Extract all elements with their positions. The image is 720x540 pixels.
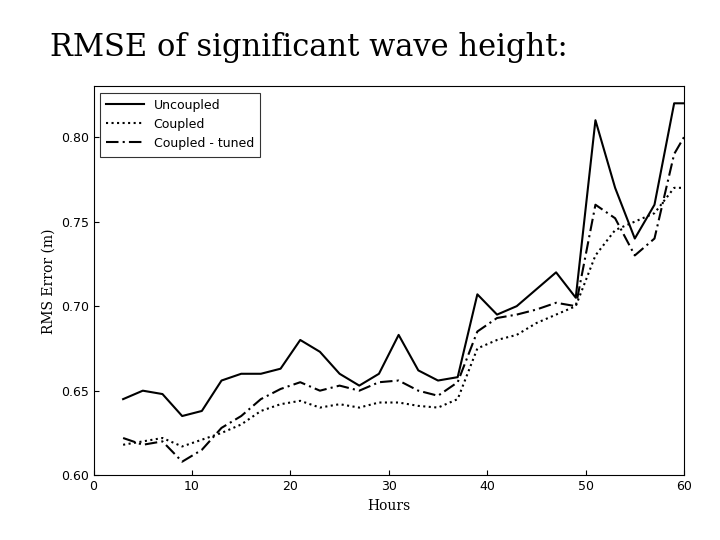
Coupled bbox=[178, 443, 186, 450]
Uncoupled bbox=[591, 117, 600, 124]
Uncoupled bbox=[256, 370, 265, 377]
Uncoupled bbox=[513, 303, 521, 309]
Coupled bbox=[414, 403, 423, 409]
Coupled bbox=[591, 252, 600, 259]
Uncoupled bbox=[473, 291, 482, 298]
Coupled bbox=[197, 436, 206, 443]
Uncoupled bbox=[355, 382, 364, 389]
Uncoupled bbox=[158, 391, 167, 397]
Coupled bbox=[650, 210, 659, 217]
Coupled bbox=[315, 404, 324, 411]
Uncoupled bbox=[552, 269, 560, 275]
Coupled bbox=[492, 337, 501, 343]
Uncoupled bbox=[631, 235, 639, 242]
Uncoupled bbox=[572, 294, 580, 301]
Uncoupled bbox=[336, 370, 344, 377]
Coupled - tuned bbox=[355, 387, 364, 394]
Coupled bbox=[395, 399, 403, 406]
Coupled bbox=[611, 227, 619, 233]
Coupled - tuned bbox=[631, 252, 639, 259]
Coupled bbox=[552, 312, 560, 318]
Line: Uncoupled: Uncoupled bbox=[123, 103, 694, 416]
Coupled bbox=[158, 435, 167, 441]
Coupled - tuned bbox=[197, 447, 206, 453]
Coupled - tuned bbox=[513, 312, 521, 318]
Uncoupled bbox=[374, 370, 383, 377]
Coupled - tuned bbox=[433, 393, 442, 399]
Coupled - tuned bbox=[119, 435, 127, 441]
Coupled bbox=[256, 408, 265, 414]
Coupled bbox=[217, 430, 226, 436]
Coupled bbox=[532, 320, 541, 326]
Coupled - tuned bbox=[690, 117, 698, 124]
Uncoupled bbox=[119, 396, 127, 402]
Coupled - tuned bbox=[552, 300, 560, 306]
Uncoupled bbox=[670, 100, 678, 106]
Coupled - tuned bbox=[158, 438, 167, 444]
Uncoupled bbox=[395, 332, 403, 338]
Coupled bbox=[237, 421, 246, 428]
Uncoupled bbox=[433, 377, 442, 384]
Coupled - tuned bbox=[395, 377, 403, 384]
Uncoupled bbox=[237, 370, 246, 377]
Coupled - tuned bbox=[256, 396, 265, 402]
Coupled - tuned bbox=[473, 328, 482, 335]
Uncoupled bbox=[532, 286, 541, 293]
Y-axis label: RMS Error (m): RMS Error (m) bbox=[41, 228, 55, 334]
Coupled - tuned bbox=[237, 413, 246, 419]
Coupled bbox=[572, 303, 580, 309]
Coupled - tuned bbox=[572, 303, 580, 309]
Uncoupled bbox=[454, 374, 462, 380]
Coupled - tuned bbox=[276, 386, 285, 392]
Uncoupled bbox=[138, 387, 147, 394]
Uncoupled bbox=[296, 337, 305, 343]
Coupled - tuned bbox=[532, 306, 541, 313]
Legend: Uncoupled, Coupled, Coupled - tuned: Uncoupled, Coupled, Coupled - tuned bbox=[100, 93, 260, 157]
Uncoupled bbox=[315, 348, 324, 355]
Coupled bbox=[631, 218, 639, 225]
Coupled - tuned bbox=[492, 315, 501, 321]
Coupled bbox=[276, 401, 285, 408]
Uncoupled bbox=[276, 366, 285, 372]
Line: Coupled: Coupled bbox=[123, 188, 694, 447]
Coupled - tuned bbox=[591, 201, 600, 208]
Uncoupled bbox=[217, 377, 226, 384]
Coupled bbox=[513, 332, 521, 338]
Coupled - tuned bbox=[454, 379, 462, 386]
Coupled - tuned bbox=[138, 442, 147, 448]
Coupled - tuned bbox=[315, 387, 324, 394]
Uncoupled bbox=[492, 312, 501, 318]
Coupled - tuned bbox=[296, 379, 305, 386]
Uncoupled bbox=[414, 367, 423, 374]
Coupled bbox=[433, 404, 442, 411]
Coupled - tuned bbox=[178, 458, 186, 465]
Coupled bbox=[473, 345, 482, 352]
X-axis label: Hours: Hours bbox=[367, 498, 410, 512]
Coupled bbox=[119, 442, 127, 448]
Line: Coupled - tuned: Coupled - tuned bbox=[123, 120, 694, 462]
Coupled - tuned bbox=[414, 387, 423, 394]
Coupled - tuned bbox=[650, 235, 659, 242]
Coupled - tuned bbox=[611, 215, 619, 221]
Coupled bbox=[296, 397, 305, 404]
Coupled bbox=[374, 399, 383, 406]
Text: RMSE of significant wave height:: RMSE of significant wave height: bbox=[50, 32, 568, 63]
Coupled bbox=[670, 185, 678, 191]
Coupled bbox=[138, 438, 147, 444]
Coupled bbox=[336, 401, 344, 408]
Coupled - tuned bbox=[217, 424, 226, 431]
Coupled bbox=[355, 404, 364, 411]
Uncoupled bbox=[197, 408, 206, 414]
Uncoupled bbox=[611, 185, 619, 191]
Uncoupled bbox=[690, 100, 698, 106]
Uncoupled bbox=[178, 413, 186, 419]
Coupled bbox=[690, 185, 698, 191]
Coupled - tuned bbox=[374, 379, 383, 386]
Coupled - tuned bbox=[670, 151, 678, 157]
Coupled - tuned bbox=[336, 382, 344, 389]
Uncoupled bbox=[650, 201, 659, 208]
Coupled bbox=[454, 396, 462, 402]
